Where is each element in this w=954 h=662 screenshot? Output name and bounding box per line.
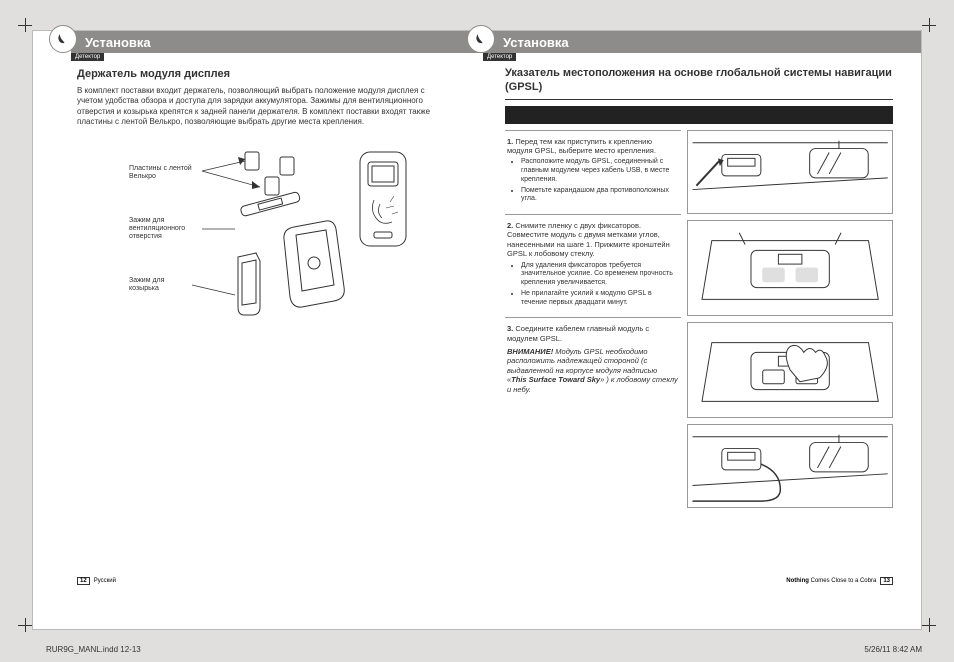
illus-step2a <box>687 220 893 316</box>
warning-label: ВНИМАНИЕ! <box>507 347 553 356</box>
step-bullet: Для удаления фиксаторов требуется значит… <box>521 262 679 288</box>
header-tab: Детектор <box>71 53 104 61</box>
header-title: Установка <box>85 35 151 50</box>
right-content: Указатель местоположения на основе глоба… <box>477 53 921 514</box>
page-right: Установка Детектор Указатель местоположе… <box>477 31 921 591</box>
steps-column: 1. Перед тем как приступить к креплению … <box>505 130 681 514</box>
step-num: 1. <box>507 137 513 146</box>
holder-diagram: Пластины с лентой Велькро Зажим для вент… <box>77 147 443 367</box>
section-title: Держатель модуля дисплея <box>77 67 443 82</box>
page-spread: Установка Детектор Держатель модуля дисп… <box>32 30 922 630</box>
warning-em: This Surface Toward Sky <box>511 375 600 384</box>
page-left: Установка Детектор Держатель модуля дисп… <box>33 31 477 591</box>
divider <box>505 99 893 100</box>
left-content: Держатель модуля дисплея В комплект пост… <box>33 53 477 367</box>
page-footer-left: 12 Русский <box>77 577 116 585</box>
file-name: RUR9G_MANL.indd 12-13 <box>46 645 141 654</box>
page-footer-right: Nothing Comes Close to a Cobra 13 <box>786 577 893 585</box>
crop-mark <box>922 618 936 632</box>
black-bar <box>505 106 893 124</box>
step-bullet: Не прилагайте усилий к модулю GPSL в теч… <box>521 290 679 308</box>
header-bar: Установка <box>71 31 477 53</box>
document-footer: RUR9G_MANL.indd 12-13 5/26/11 8:42 AM <box>46 645 922 654</box>
body-text: В комплект поставки входит держатель, по… <box>77 86 443 128</box>
warning-block: ВНИМАНИЕ! Модуль GPSL необходимо располо… <box>507 347 679 394</box>
cobra-logo-icon <box>467 25 495 53</box>
step-text: Перед тем как приступить к креплению мод… <box>507 137 656 155</box>
crop-mark <box>18 618 32 632</box>
header-title: Установка <box>503 35 569 50</box>
section-title: Указатель местоположения на основе глоба… <box>505 67 893 95</box>
step-3: 3. Соедините кабелем главный модуль с мо… <box>505 317 681 402</box>
illustration-column <box>687 130 893 514</box>
step-bullet: Расположите модуль GPSL, соединенный с г… <box>521 158 679 184</box>
illus-step3 <box>687 424 893 508</box>
illus-step2b <box>687 322 893 418</box>
step-1: 1. Перед тем как приступить к креплению … <box>505 130 681 215</box>
step-text: Соедините кабелем главный модуль с модул… <box>507 324 649 342</box>
footer-tag-bold: Nothing <box>786 578 809 584</box>
step-num: 3. <box>507 324 513 333</box>
cobra-logo-icon <box>49 25 77 53</box>
step-2: 2. Снимите пленку с двух фиксаторов. Сов… <box>505 214 681 317</box>
illus-step1 <box>687 130 893 214</box>
footer-lang: Русский <box>94 578 116 584</box>
header-bar: Установка <box>477 31 921 53</box>
footer-tag-rest: Comes Close to a Cobra <box>809 578 876 584</box>
step-bullet: Пометьте карандашом два противоположных … <box>521 187 679 205</box>
page-number: 13 <box>880 577 893 585</box>
step-num: 2. <box>507 221 513 230</box>
crop-mark <box>922 18 936 32</box>
step-text: Снимите пленку с двух фиксаторов. Совмес… <box>507 221 670 258</box>
crop-mark <box>18 18 32 32</box>
page-number: 12 <box>77 577 90 585</box>
datetime: 5/26/11 8:42 AM <box>864 645 922 654</box>
header-tab: Детектор <box>483 53 516 61</box>
